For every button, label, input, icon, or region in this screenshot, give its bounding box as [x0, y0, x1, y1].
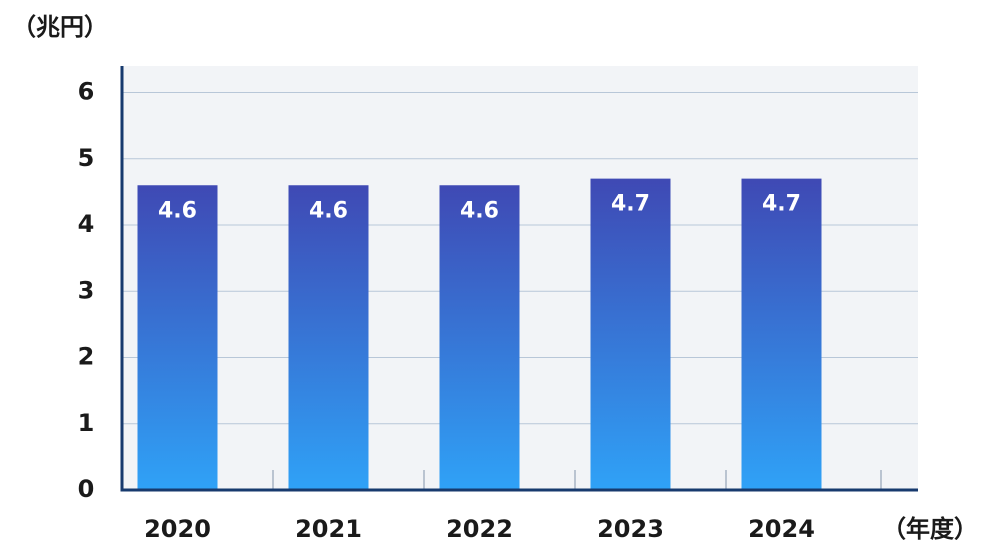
y-tick-label: 3 — [78, 276, 95, 304]
value-label: 4.7 — [762, 192, 801, 217]
value-label: 4.6 — [158, 198, 197, 223]
y-tick-label: 2 — [78, 343, 95, 371]
bar — [439, 185, 520, 490]
value-label: 4.7 — [611, 192, 650, 217]
y-tick-label: 1 — [78, 409, 95, 437]
y-tick-label: 0 — [78, 475, 95, 503]
bar — [288, 185, 369, 490]
y-tick-label: 4 — [78, 210, 95, 238]
x-tick-label: 2021 — [295, 515, 362, 543]
y-tick-label: 5 — [78, 144, 95, 172]
bar — [590, 178, 671, 490]
y-tick-label: 6 — [78, 78, 95, 106]
x-tick-label: 2023 — [597, 515, 664, 543]
x-tick-label: 2020 — [144, 515, 211, 543]
y-axis-label: （兆円） — [12, 13, 108, 41]
x-tick-label: 2024 — [748, 515, 815, 543]
x-tick-label: 2022 — [446, 515, 513, 543]
bar — [741, 178, 822, 490]
value-label: 4.6 — [309, 198, 348, 223]
bar — [137, 185, 218, 490]
value-label: 4.6 — [460, 198, 499, 223]
x-axis-label: （年度） — [882, 515, 978, 543]
